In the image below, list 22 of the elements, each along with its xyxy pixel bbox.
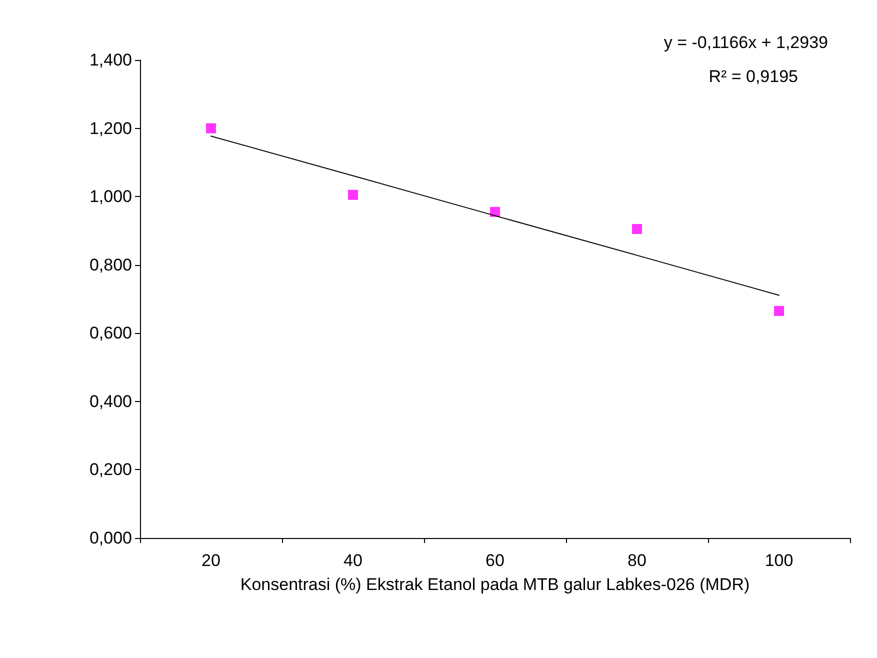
y-tick-label: 1,200 <box>89 118 132 138</box>
y-tick-label: 0,600 <box>89 324 132 343</box>
point <box>490 206 500 217</box>
point <box>348 190 358 200</box>
y-tick-label: 1,000 <box>89 187 132 206</box>
point <box>206 123 216 134</box>
x-tick-label: 100 <box>764 551 794 570</box>
y-tick-label: 0,400 <box>89 392 132 411</box>
y-tick-label: 0,000 <box>89 528 132 548</box>
x-tick-label: 20 <box>202 551 220 570</box>
point <box>632 224 642 234</box>
point <box>774 306 784 316</box>
y-tick-label: 1,400 <box>89 50 132 70</box>
y-tick-label: 0,200 <box>89 460 132 480</box>
text: y = -0,1166x + 1,2939 <box>664 33 828 52</box>
line-series <box>210 136 780 296</box>
y-tick-label: 0,800 <box>89 255 132 274</box>
x-tick-label: 60 <box>486 551 504 570</box>
x-axis-title: Konsentrasi (%) Ekstrak Etanol pada MTB galur Labkes-026 (MDR) <box>240 575 750 594</box>
x-tick-label: 80 <box>628 551 646 570</box>
annotation: R² = 0,9195 <box>708 67 798 86</box>
x-tick-label: 40 <box>344 551 362 570</box>
